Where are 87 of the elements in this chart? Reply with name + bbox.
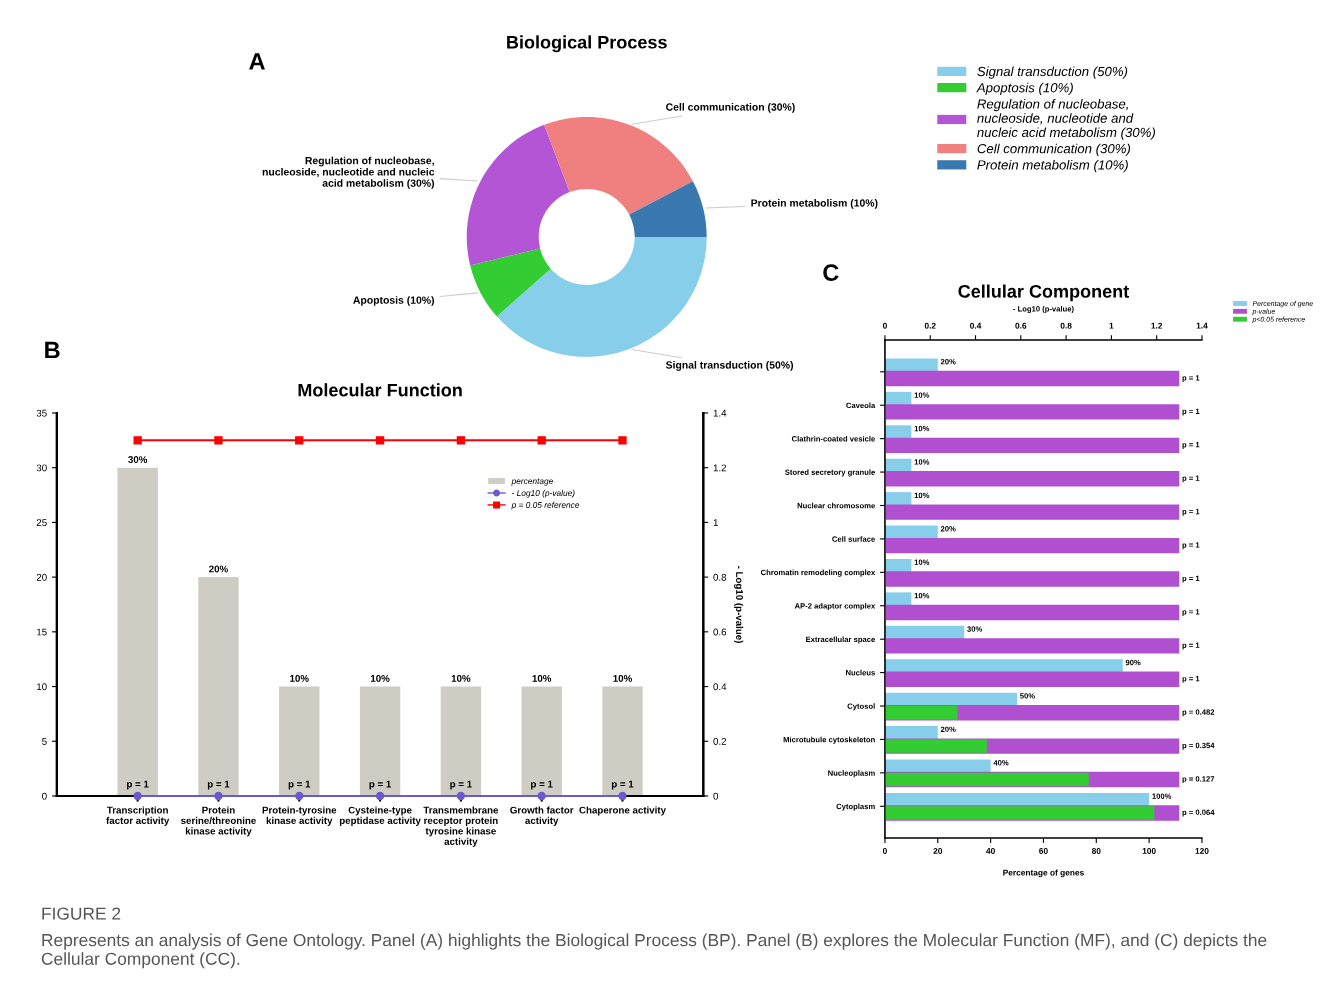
chart-title: Cellular Component	[958, 284, 1130, 302]
legend-label: - Log10 (p-value)	[512, 489, 575, 498]
data-label: 10%	[532, 674, 552, 682]
legend-label: Protein metabolism (10%)	[977, 159, 1128, 173]
y-tick-label: 35	[36, 409, 47, 417]
y-tick-label: 15	[37, 628, 47, 636]
x-tick-label: Transmembrane receptor protein tyrosine kinase activity	[423, 806, 499, 847]
bar	[602, 686, 643, 796]
x2-tick-label: 0.6	[1015, 322, 1027, 329]
bar	[440, 686, 482, 796]
x-tick-label: Chaperone activity	[579, 806, 666, 816]
chart-title: Biological Process	[507, 35, 667, 53]
data-label: 10%	[451, 674, 471, 682]
y2-tick-label: 1	[713, 519, 718, 526]
x-tick-label: 40	[986, 847, 995, 854]
y2-tick-label: 1.2	[713, 464, 727, 472]
y-tick-label: 20	[36, 573, 47, 581]
donut-slice	[466, 124, 570, 266]
y2-tick-label: 0.2	[713, 738, 727, 745]
text: Represents an analysis of Gene Ontology. Panel (A) highlights the Biological Process (BP). Panel (B) explores the Molecular Function (MF), and (C) depicts the Cellular Component (CC).	[41, 933, 1267, 969]
x2-tick-label: 0.4	[970, 322, 982, 329]
annotation: p = 1	[288, 780, 311, 790]
x-tick-label: Cysteine-type peptidase activity	[339, 806, 421, 826]
x-axis-title: Percentage of genes	[1003, 869, 1084, 878]
y2-tick-label: 0.8	[713, 573, 727, 581]
chart-title: Molecular Function	[298, 383, 462, 397]
y2-tick-label: 1.4	[713, 409, 727, 417]
donut-slice	[629, 181, 707, 237]
legend-label: p = 0.05 reference	[511, 501, 580, 510]
x-tick-label: 80	[1091, 847, 1101, 854]
x-tick-label: Protein serine/threonine kinase activity	[180, 806, 256, 837]
x2-tick-label: 1.4	[1196, 322, 1208, 329]
y-tick-label: 0	[42, 792, 47, 800]
x-tick-label: 0	[882, 847, 887, 854]
bar	[279, 686, 320, 796]
x2-tick-label: 0.2	[924, 322, 936, 329]
annotation: p = 1	[369, 780, 392, 790]
bar	[521, 686, 562, 796]
data-label: 30%	[128, 456, 148, 463]
annotation: p = 1	[531, 780, 553, 790]
y2-tick-label: 0	[713, 792, 719, 800]
y-tick-label: 30	[36, 464, 47, 472]
x-tick-label: Transcription factor activity	[106, 806, 170, 826]
x2-tick-label: 1	[1109, 322, 1114, 329]
x-tick-label: 60	[1039, 847, 1048, 854]
y2-axis-title: - Log10 (p-value)	[734, 565, 744, 643]
text: B	[45, 341, 60, 359]
legend-label: Signal transduction (50%)	[977, 66, 1128, 79]
slice-label: Regulation of nucleobase, nucleoside, nucleotide and nucleic acid metabolism (30%)	[262, 156, 435, 189]
x-tick-label: Protein-tyrosine kinase activity	[262, 806, 337, 826]
annotation: p = 1	[450, 780, 472, 790]
slice-label: Signal transduction (50%)	[665, 361, 794, 371]
data-label: 10%	[370, 674, 390, 682]
bar	[117, 467, 158, 796]
slice-label: Apoptosis (10%)	[353, 296, 435, 306]
x-tick-label: Growth factor activity	[510, 806, 574, 826]
donut-slice	[496, 236, 707, 357]
legend-label: percentage	[511, 478, 553, 486]
y2-tick-label: 0.6	[713, 628, 727, 636]
legend-label: Cell communication (30%)	[977, 143, 1131, 156]
x-tick-label: 20	[933, 847, 943, 854]
text: A	[249, 53, 265, 70]
text: C	[823, 264, 839, 281]
y-tick-label: 10	[37, 683, 47, 691]
x-tick-label: 100	[1142, 847, 1156, 854]
annotation: p = 1	[207, 780, 230, 790]
x2-tick-label: 0.8	[1060, 322, 1072, 329]
legend-label: Apoptosis (10%)	[976, 82, 1073, 95]
bar	[359, 686, 401, 796]
x2-tick-label: 0	[882, 322, 887, 329]
data-label: 10%	[613, 674, 632, 682]
slice-label: Cell communication (30%)	[666, 103, 795, 113]
data-label: 20%	[209, 565, 228, 573]
donut-slice	[470, 248, 551, 317]
slice-label: Protein metabolism (10%)	[751, 199, 878, 209]
data-label: 10%	[290, 674, 309, 682]
annotation: p = 1	[127, 780, 149, 790]
y-tick-label: 25	[36, 519, 47, 527]
x2-tick-label: 1.2	[1151, 322, 1163, 329]
bar	[198, 577, 239, 796]
y2-tick-label: 0.4	[713, 683, 727, 691]
caption: FIGURE 2	[42, 907, 121, 920]
donut-slice	[544, 116, 693, 215]
legend-label: Regulation of nucleobase, nucleoside, nucleotide and nucleic acid metabolism (30%)	[977, 98, 1155, 140]
y-tick-label: 5	[42, 738, 47, 745]
x-tick-label: 120	[1195, 847, 1209, 854]
annotation: p = 1	[611, 780, 634, 790]
